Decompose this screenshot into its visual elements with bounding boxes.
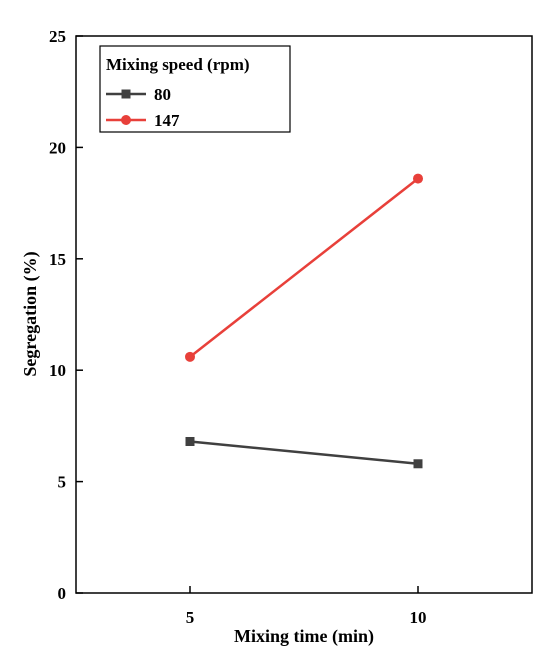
legend-label: 80 [154,85,171,104]
data-point [185,351,195,362]
y-axis-title: Segregation (%) [20,251,41,376]
x-axis-ticks: 5 10 [186,586,427,627]
y-tick-label: 5 [58,473,67,492]
series-147 [185,173,423,362]
series-line [189,177,419,358]
data-point [413,459,423,469]
y-tick-label: 20 [49,138,66,157]
legend-box [99,45,291,133]
x-axis-title: Mixing time (min) [234,626,374,647]
legend-entry: 80 [106,85,171,104]
plot-area: 0 5 10 15 20 25 5 10 [49,27,533,627]
legend-marker [121,115,131,125]
plot-frame [75,35,533,594]
legend-entry: 147 [106,111,180,130]
legend-marker [121,89,131,99]
y-tick-label: 10 [49,361,66,380]
y-tick-label: 25 [49,27,66,46]
series-80 [185,436,423,469]
series-line [189,440,419,466]
y-axis-ticks: 0 5 10 15 20 25 [49,27,83,603]
y-tick-label: 0 [58,584,67,603]
data-point [413,173,423,184]
x-tick-label: 5 [186,608,195,627]
y-tick-label: 15 [49,250,66,269]
series-layer [185,173,423,469]
data-point [185,436,195,446]
legend-label: 147 [154,111,180,130]
x-tick-label: 10 [410,608,427,627]
legend-title: Mixing speed (rpm) [106,55,250,74]
